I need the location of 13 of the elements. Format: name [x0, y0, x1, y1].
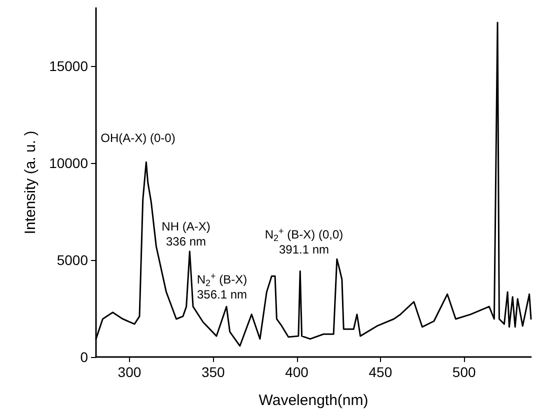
y-tick-label: 10000: [49, 155, 88, 172]
x-axis-title: Wavelength(nm): [258, 392, 368, 409]
x-tick-label: 300: [118, 364, 142, 380]
x-tick-label: 450: [368, 364, 392, 380]
y-tick-label: 5000: [56, 252, 88, 268]
y-tick-label: 15000: [49, 58, 88, 74]
x-tick-label: 500: [452, 364, 476, 380]
annotation: OH(A-X) (0-0): [100, 131, 176, 145]
x-tick-label: 350: [201, 364, 226, 380]
y-tick-label: 0: [80, 349, 88, 365]
y-axis-title: Intensity (a. u. ): [22, 130, 40, 234]
annotation: NH (A-X) 336 nm: [162, 220, 210, 248]
x-tick-label: 400: [285, 364, 309, 380]
